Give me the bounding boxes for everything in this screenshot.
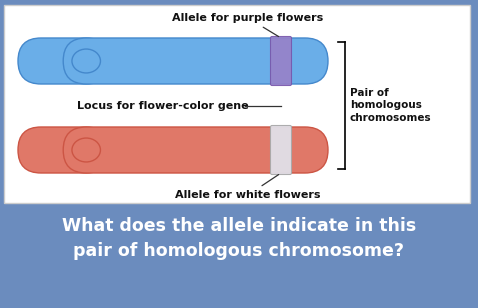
FancyBboxPatch shape: [63, 127, 328, 173]
Ellipse shape: [72, 49, 100, 73]
Text: What does the allele indicate in this: What does the allele indicate in this: [62, 217, 416, 235]
Ellipse shape: [72, 138, 100, 162]
FancyBboxPatch shape: [63, 38, 328, 84]
FancyBboxPatch shape: [18, 127, 109, 173]
FancyBboxPatch shape: [18, 38, 109, 84]
FancyBboxPatch shape: [271, 37, 292, 86]
FancyBboxPatch shape: [4, 5, 470, 203]
Text: pair of homologous chromosome?: pair of homologous chromosome?: [74, 242, 404, 260]
FancyBboxPatch shape: [271, 125, 292, 175]
Text: Locus for flower-color gene: Locus for flower-color gene: [77, 101, 249, 111]
Text: Allele for purple flowers: Allele for purple flowers: [173, 13, 324, 37]
Text: Pair of
homologous
chromosomes: Pair of homologous chromosomes: [350, 88, 432, 123]
Text: Allele for white flowers: Allele for white flowers: [175, 175, 321, 200]
